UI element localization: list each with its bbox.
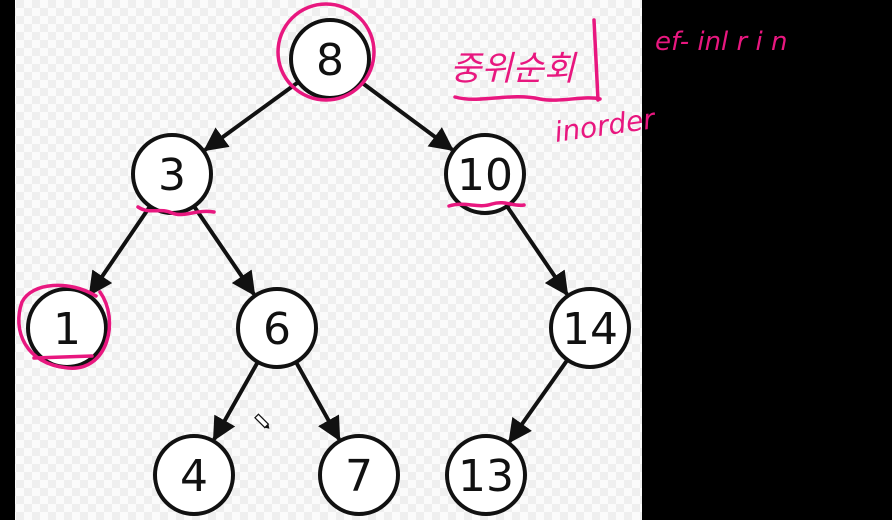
node-circle <box>236 287 318 369</box>
node-label: 1 <box>53 304 81 355</box>
korean-annotation-stroke <box>592 18 600 102</box>
node-circle <box>153 434 235 516</box>
underline-node-10 <box>447 201 526 208</box>
tree-nodes: 8 3 10 1 6 14 4 7 13 <box>26 18 631 516</box>
node-circle <box>549 287 631 369</box>
highlight-circle-root <box>276 2 376 102</box>
handwritten-annotations: 중위순회 inorder ef- inl r i n <box>17 2 787 370</box>
edge-6-to-4 <box>212 360 260 442</box>
tree-node-1: 1 <box>26 287 108 369</box>
node-circle <box>289 18 371 100</box>
edge-8-to-3 <box>203 80 300 152</box>
edge-14-to-13 <box>508 358 570 444</box>
tree-node-8: 8 <box>289 18 371 100</box>
node-label: 7 <box>345 451 373 502</box>
node-label: 14 <box>562 304 618 355</box>
tree-edges <box>88 80 570 444</box>
tree-node-10: 10 <box>444 133 526 215</box>
edge-3-to-1 <box>88 205 152 297</box>
tree-node-13: 13 <box>445 434 527 516</box>
scribble-annotation: ef- inl r i n <box>655 27 787 57</box>
node-circle <box>318 434 400 516</box>
korean-annotation-underline <box>453 95 602 102</box>
node-circle <box>445 434 527 516</box>
tree-node-14: 14 <box>549 287 631 369</box>
tree-node-6: 6 <box>236 287 318 369</box>
edge-8-to-10 <box>360 80 455 152</box>
edge-6-to-7 <box>294 361 341 442</box>
node-label: 4 <box>180 451 208 502</box>
pencil-cursor-icon <box>254 413 270 429</box>
korean-annotation: 중위순회 <box>450 49 578 89</box>
underline-node-3 <box>136 205 216 217</box>
underline-node-1 <box>32 354 94 360</box>
tree-node-3: 3 <box>131 133 213 215</box>
node-label: 8 <box>316 35 344 86</box>
node-label: 6 <box>263 304 291 355</box>
node-label: 13 <box>458 451 514 502</box>
node-circle <box>444 133 526 215</box>
node-label: 10 <box>457 150 513 201</box>
edge-3-to-6 <box>192 205 256 297</box>
edge-10-to-14 <box>505 205 569 297</box>
tree-node-7: 7 <box>318 434 400 516</box>
tree-node-4: 4 <box>153 434 235 516</box>
highlight-circle-node-1 <box>17 283 112 370</box>
node-label: 3 <box>158 150 186 201</box>
